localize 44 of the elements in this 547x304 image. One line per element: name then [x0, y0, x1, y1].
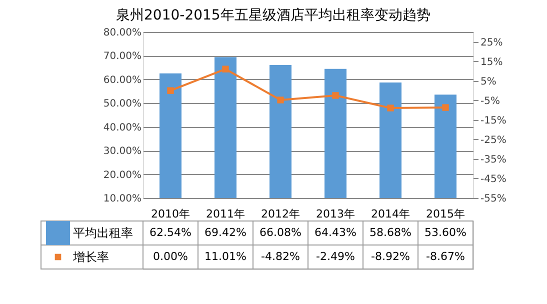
x-tick-label: 2015年	[426, 208, 465, 220]
y-tick-label: 70.00%	[103, 51, 142, 62]
y2-tick-label: -55%	[480, 194, 506, 204]
point	[387, 104, 394, 112]
y2-tick-label: -25%	[480, 134, 506, 146]
data-label: 11.01%	[204, 250, 246, 263]
y2-tick-label: -5%	[480, 96, 500, 107]
data-label: -8.67%	[426, 250, 465, 263]
legend-label: 增长率	[72, 250, 109, 264]
data-label: 64.43%	[314, 226, 356, 239]
y2-tick-label: 5%	[480, 76, 496, 88]
point	[222, 66, 229, 72]
x-tick-label: 2013年	[316, 208, 355, 220]
legend-label: 平均出租率	[73, 226, 133, 240]
x-tick-label: 2010年	[151, 208, 190, 220]
y-tick-label: 40.00%	[103, 122, 142, 134]
point	[277, 96, 284, 104]
x-tick-label: 2012年	[261, 208, 300, 220]
point	[167, 87, 174, 94]
data-label: -4.82%	[261, 250, 300, 263]
data-label: 66.08%	[260, 226, 302, 239]
data-label: 69.42%	[204, 226, 246, 239]
y-tick-label: 30.00%	[103, 146, 142, 158]
chart-title: 泉州2010-2015年五星级酒店平均出租率变动趋势	[116, 8, 430, 24]
x-tick-label: 2011年	[206, 208, 245, 220]
y2-tick-label: -45%	[480, 174, 506, 185]
data-label: -8.92%	[371, 250, 410, 263]
point	[332, 92, 339, 99]
x-tick-label: 2014年	[371, 208, 410, 220]
y2-tick-label: 25%	[480, 37, 503, 48]
y-tick-label: 20.00%	[103, 170, 142, 181]
y2-tick-label: -15%	[480, 115, 506, 126]
data-label: -2.49%	[316, 250, 355, 263]
data-label: 53.60%	[424, 226, 466, 239]
data-label: 58.68%	[370, 226, 412, 239]
y-tick-label: 50.00%	[103, 98, 142, 110]
data-label: 62.54%	[150, 226, 192, 239]
y-tick-label: 60.00%	[103, 74, 142, 86]
y-tick-label: 10.00%	[103, 194, 142, 204]
y2-tick-label: 15%	[480, 56, 503, 68]
y-tick-label: 80.00%	[103, 28, 142, 38]
y2-tick-label: -35%	[480, 154, 506, 166]
point	[442, 104, 449, 111]
data-label: 0.00%	[153, 250, 188, 263]
